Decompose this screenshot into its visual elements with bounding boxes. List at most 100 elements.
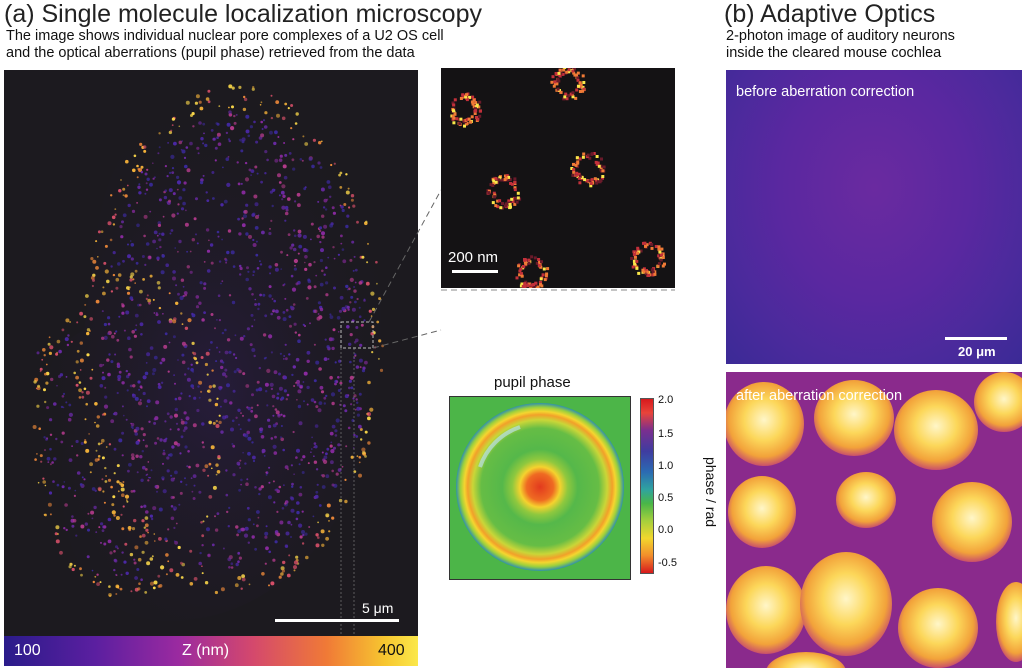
pore-localization	[501, 202, 504, 205]
after-correction-image: after aberration correction	[726, 372, 1022, 668]
localization-point	[356, 297, 359, 301]
localization-point	[206, 373, 209, 376]
pore-localization	[550, 80, 554, 84]
localization-point	[120, 179, 122, 181]
pore-localization	[516, 196, 520, 200]
localization-point	[304, 267, 308, 271]
localization-point	[252, 455, 256, 460]
pore-localization	[586, 153, 590, 157]
localization-point	[171, 171, 175, 174]
localization-point	[145, 297, 148, 300]
localization-point	[146, 177, 150, 181]
localization-point	[289, 246, 293, 250]
pore-localization	[514, 197, 517, 201]
localization-point	[287, 197, 291, 201]
localization-point	[353, 255, 356, 258]
pore-localization	[632, 253, 636, 256]
localization-point	[319, 258, 323, 263]
localization-point	[360, 323, 364, 327]
localization-point	[290, 536, 292, 538]
localization-point	[282, 164, 287, 169]
localization-point	[283, 389, 287, 393]
localization-point	[96, 573, 99, 576]
localization-point	[111, 503, 115, 507]
localization-point	[250, 409, 254, 413]
localization-point	[44, 449, 46, 451]
localization-point	[249, 125, 253, 129]
nuclear-pore-inset	[441, 68, 675, 288]
localization-point	[68, 412, 73, 417]
localization-point	[310, 238, 312, 241]
localization-point	[215, 424, 220, 428]
localization-point	[370, 315, 373, 317]
localization-point	[108, 585, 111, 588]
pore-localization	[554, 72, 558, 75]
localization-point	[301, 510, 304, 513]
localization-point	[148, 255, 152, 259]
pore-localization	[646, 270, 650, 274]
localization-point	[315, 468, 319, 471]
localization-point	[247, 134, 251, 138]
localization-point	[355, 326, 359, 329]
localization-point	[144, 591, 148, 594]
panel-a-title: (a) Single molecule localization microsc…	[4, 0, 482, 28]
localization-point	[281, 507, 285, 510]
localization-point	[261, 230, 265, 235]
localization-point	[224, 368, 228, 372]
localization-point	[133, 558, 136, 561]
localization-point	[280, 268, 283, 270]
localization-point	[214, 515, 216, 518]
pore-localization	[513, 186, 517, 190]
localization-point	[202, 445, 205, 449]
localization-point	[215, 463, 219, 467]
localization-point	[240, 149, 244, 153]
localization-point	[227, 557, 232, 562]
localization-point	[95, 449, 98, 452]
localization-point	[47, 502, 52, 507]
localization-point	[244, 462, 247, 465]
localization-point	[217, 142, 222, 146]
localization-point	[267, 495, 272, 500]
localization-point	[121, 551, 124, 554]
localization-point	[91, 487, 96, 491]
localization-point	[237, 217, 241, 221]
localization-point	[256, 524, 259, 528]
localization-point	[86, 331, 90, 336]
localization-point	[110, 485, 113, 489]
localization-point	[162, 489, 167, 494]
localization-point	[361, 447, 366, 452]
localization-point	[60, 405, 64, 409]
localization-point	[289, 305, 293, 309]
localization-point	[356, 413, 360, 417]
localization-point	[145, 362, 148, 364]
localization-point	[195, 305, 200, 309]
localization-point	[76, 321, 79, 324]
localization-point	[146, 294, 149, 297]
localization-point	[313, 442, 317, 445]
neuron-cell	[974, 372, 1022, 432]
localization-point	[308, 526, 311, 528]
pore-localization	[530, 283, 534, 287]
localization-point	[302, 248, 307, 252]
localization-point	[186, 265, 190, 269]
localization-point	[48, 336, 51, 339]
localization-point	[91, 368, 94, 371]
localization-point	[296, 448, 300, 453]
localization-point	[154, 485, 158, 489]
localization-point	[214, 528, 219, 532]
localization-point	[319, 241, 322, 244]
localization-point	[212, 384, 216, 388]
localization-point	[296, 399, 298, 401]
localization-point	[354, 281, 357, 284]
localization-point	[101, 376, 106, 381]
localization-point	[268, 466, 271, 469]
pore-localization	[578, 81, 582, 85]
localization-point	[264, 562, 267, 565]
localization-point	[78, 388, 82, 393]
localization-point	[255, 388, 259, 392]
localization-point	[331, 206, 335, 210]
localization-point	[130, 422, 135, 427]
localization-point	[245, 114, 250, 119]
localization-point	[292, 303, 296, 306]
localization-point	[376, 320, 380, 324]
